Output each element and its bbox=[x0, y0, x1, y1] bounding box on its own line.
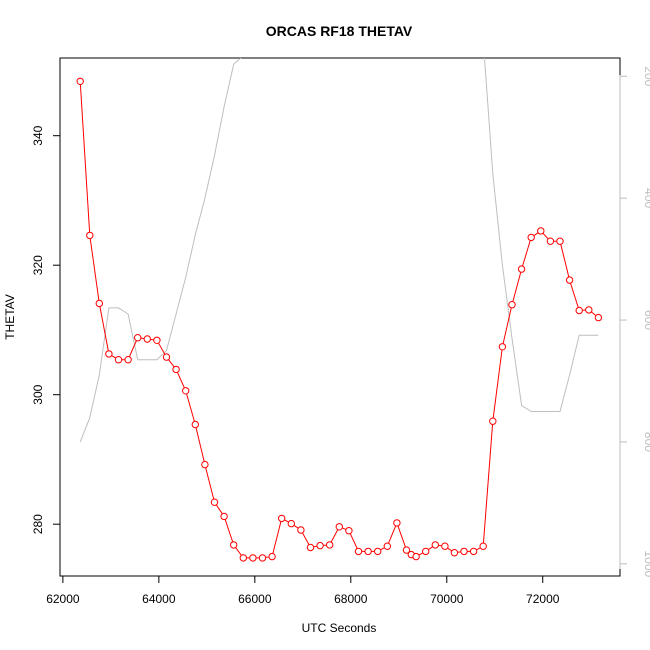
y-tick-label: 300 bbox=[31, 384, 45, 404]
y2-tick-label: 400 bbox=[642, 188, 650, 208]
x-tick-label: 72000 bbox=[526, 592, 560, 606]
data-point bbox=[469, 547, 478, 556]
data-point bbox=[422, 547, 430, 556]
data-point bbox=[76, 77, 84, 86]
data-point bbox=[287, 519, 295, 528]
x-axis: 62000 64000 66000 68000 70000 72000 bbox=[46, 575, 560, 606]
data-point bbox=[450, 549, 459, 557]
data-point bbox=[441, 542, 449, 550]
y2-tick-label: 800 bbox=[642, 432, 650, 452]
x-tick-label: 70000 bbox=[430, 592, 464, 606]
data-point bbox=[517, 265, 526, 273]
x-tick-label: 62000 bbox=[46, 592, 80, 606]
data-point bbox=[326, 541, 334, 549]
data-point bbox=[258, 554, 267, 562]
data-point bbox=[162, 353, 171, 361]
data-point bbox=[124, 356, 132, 364]
data-point bbox=[230, 541, 238, 549]
x-axis-label: UTC Seconds bbox=[302, 621, 377, 635]
data-point bbox=[114, 356, 123, 364]
data-point bbox=[556, 237, 564, 245]
data-point bbox=[364, 547, 372, 556]
y-axis-label: THETAV bbox=[3, 294, 17, 340]
data-point bbox=[297, 526, 305, 534]
plot-area bbox=[59, 57, 621, 577]
y2-tick-label: 1000 bbox=[642, 550, 650, 577]
data-point bbox=[498, 343, 507, 351]
data-point bbox=[479, 542, 487, 550]
data-point bbox=[402, 546, 411, 554]
data-point bbox=[249, 554, 257, 562]
data-point bbox=[134, 334, 142, 342]
right-axis-series bbox=[79, 58, 599, 443]
y-axis: 280 300 320 340 bbox=[31, 125, 61, 534]
data-point bbox=[354, 547, 363, 556]
data-point bbox=[153, 336, 161, 344]
data-point bbox=[374, 547, 382, 556]
x-tick-label: 68000 bbox=[334, 592, 368, 606]
x-tick-label: 64000 bbox=[142, 592, 176, 606]
data-point bbox=[393, 519, 401, 527]
y2-axis: 200 400 600 800 1000 bbox=[619, 66, 650, 577]
data-point bbox=[460, 547, 468, 556]
y-tick-label: 280 bbox=[31, 514, 45, 534]
x-tick-label: 66000 bbox=[238, 592, 272, 606]
data-point bbox=[546, 237, 555, 245]
data-point bbox=[95, 299, 104, 308]
data-point bbox=[278, 514, 286, 523]
data-point bbox=[191, 420, 200, 429]
data-point bbox=[575, 306, 583, 315]
data-point bbox=[239, 554, 248, 562]
y2-tick-label: 200 bbox=[642, 66, 650, 86]
data-point bbox=[489, 417, 497, 425]
plot-frame bbox=[59, 57, 621, 577]
data-point bbox=[143, 335, 152, 343]
data-point bbox=[412, 552, 420, 561]
right-axis-series-line bbox=[79, 58, 599, 443]
data-point bbox=[172, 365, 180, 374]
data-point bbox=[527, 233, 535, 242]
data-point bbox=[86, 231, 94, 240]
data-point bbox=[220, 512, 228, 521]
data-point bbox=[105, 350, 113, 358]
y2-tick-label: 600 bbox=[642, 310, 650, 330]
data-point bbox=[210, 498, 219, 506]
data-point bbox=[182, 387, 190, 395]
chart-title: ORCAS RF18 THETAV bbox=[266, 23, 413, 39]
data-point bbox=[537, 227, 545, 235]
data-point bbox=[565, 276, 574, 284]
data-point bbox=[383, 542, 391, 550]
data-point bbox=[201, 460, 209, 469]
data-point bbox=[585, 306, 593, 314]
data-point bbox=[431, 541, 439, 549]
data-point bbox=[316, 541, 324, 550]
data-point bbox=[306, 543, 315, 552]
data-point bbox=[594, 313, 603, 322]
data-point bbox=[335, 523, 343, 531]
y-tick-label: 320 bbox=[31, 255, 45, 275]
data-point bbox=[268, 552, 276, 561]
data-point bbox=[508, 301, 516, 309]
y-tick-label: 340 bbox=[31, 125, 45, 145]
data-point bbox=[345, 527, 353, 535]
thetav-series bbox=[76, 77, 603, 562]
thetav-series-line bbox=[79, 81, 599, 559]
